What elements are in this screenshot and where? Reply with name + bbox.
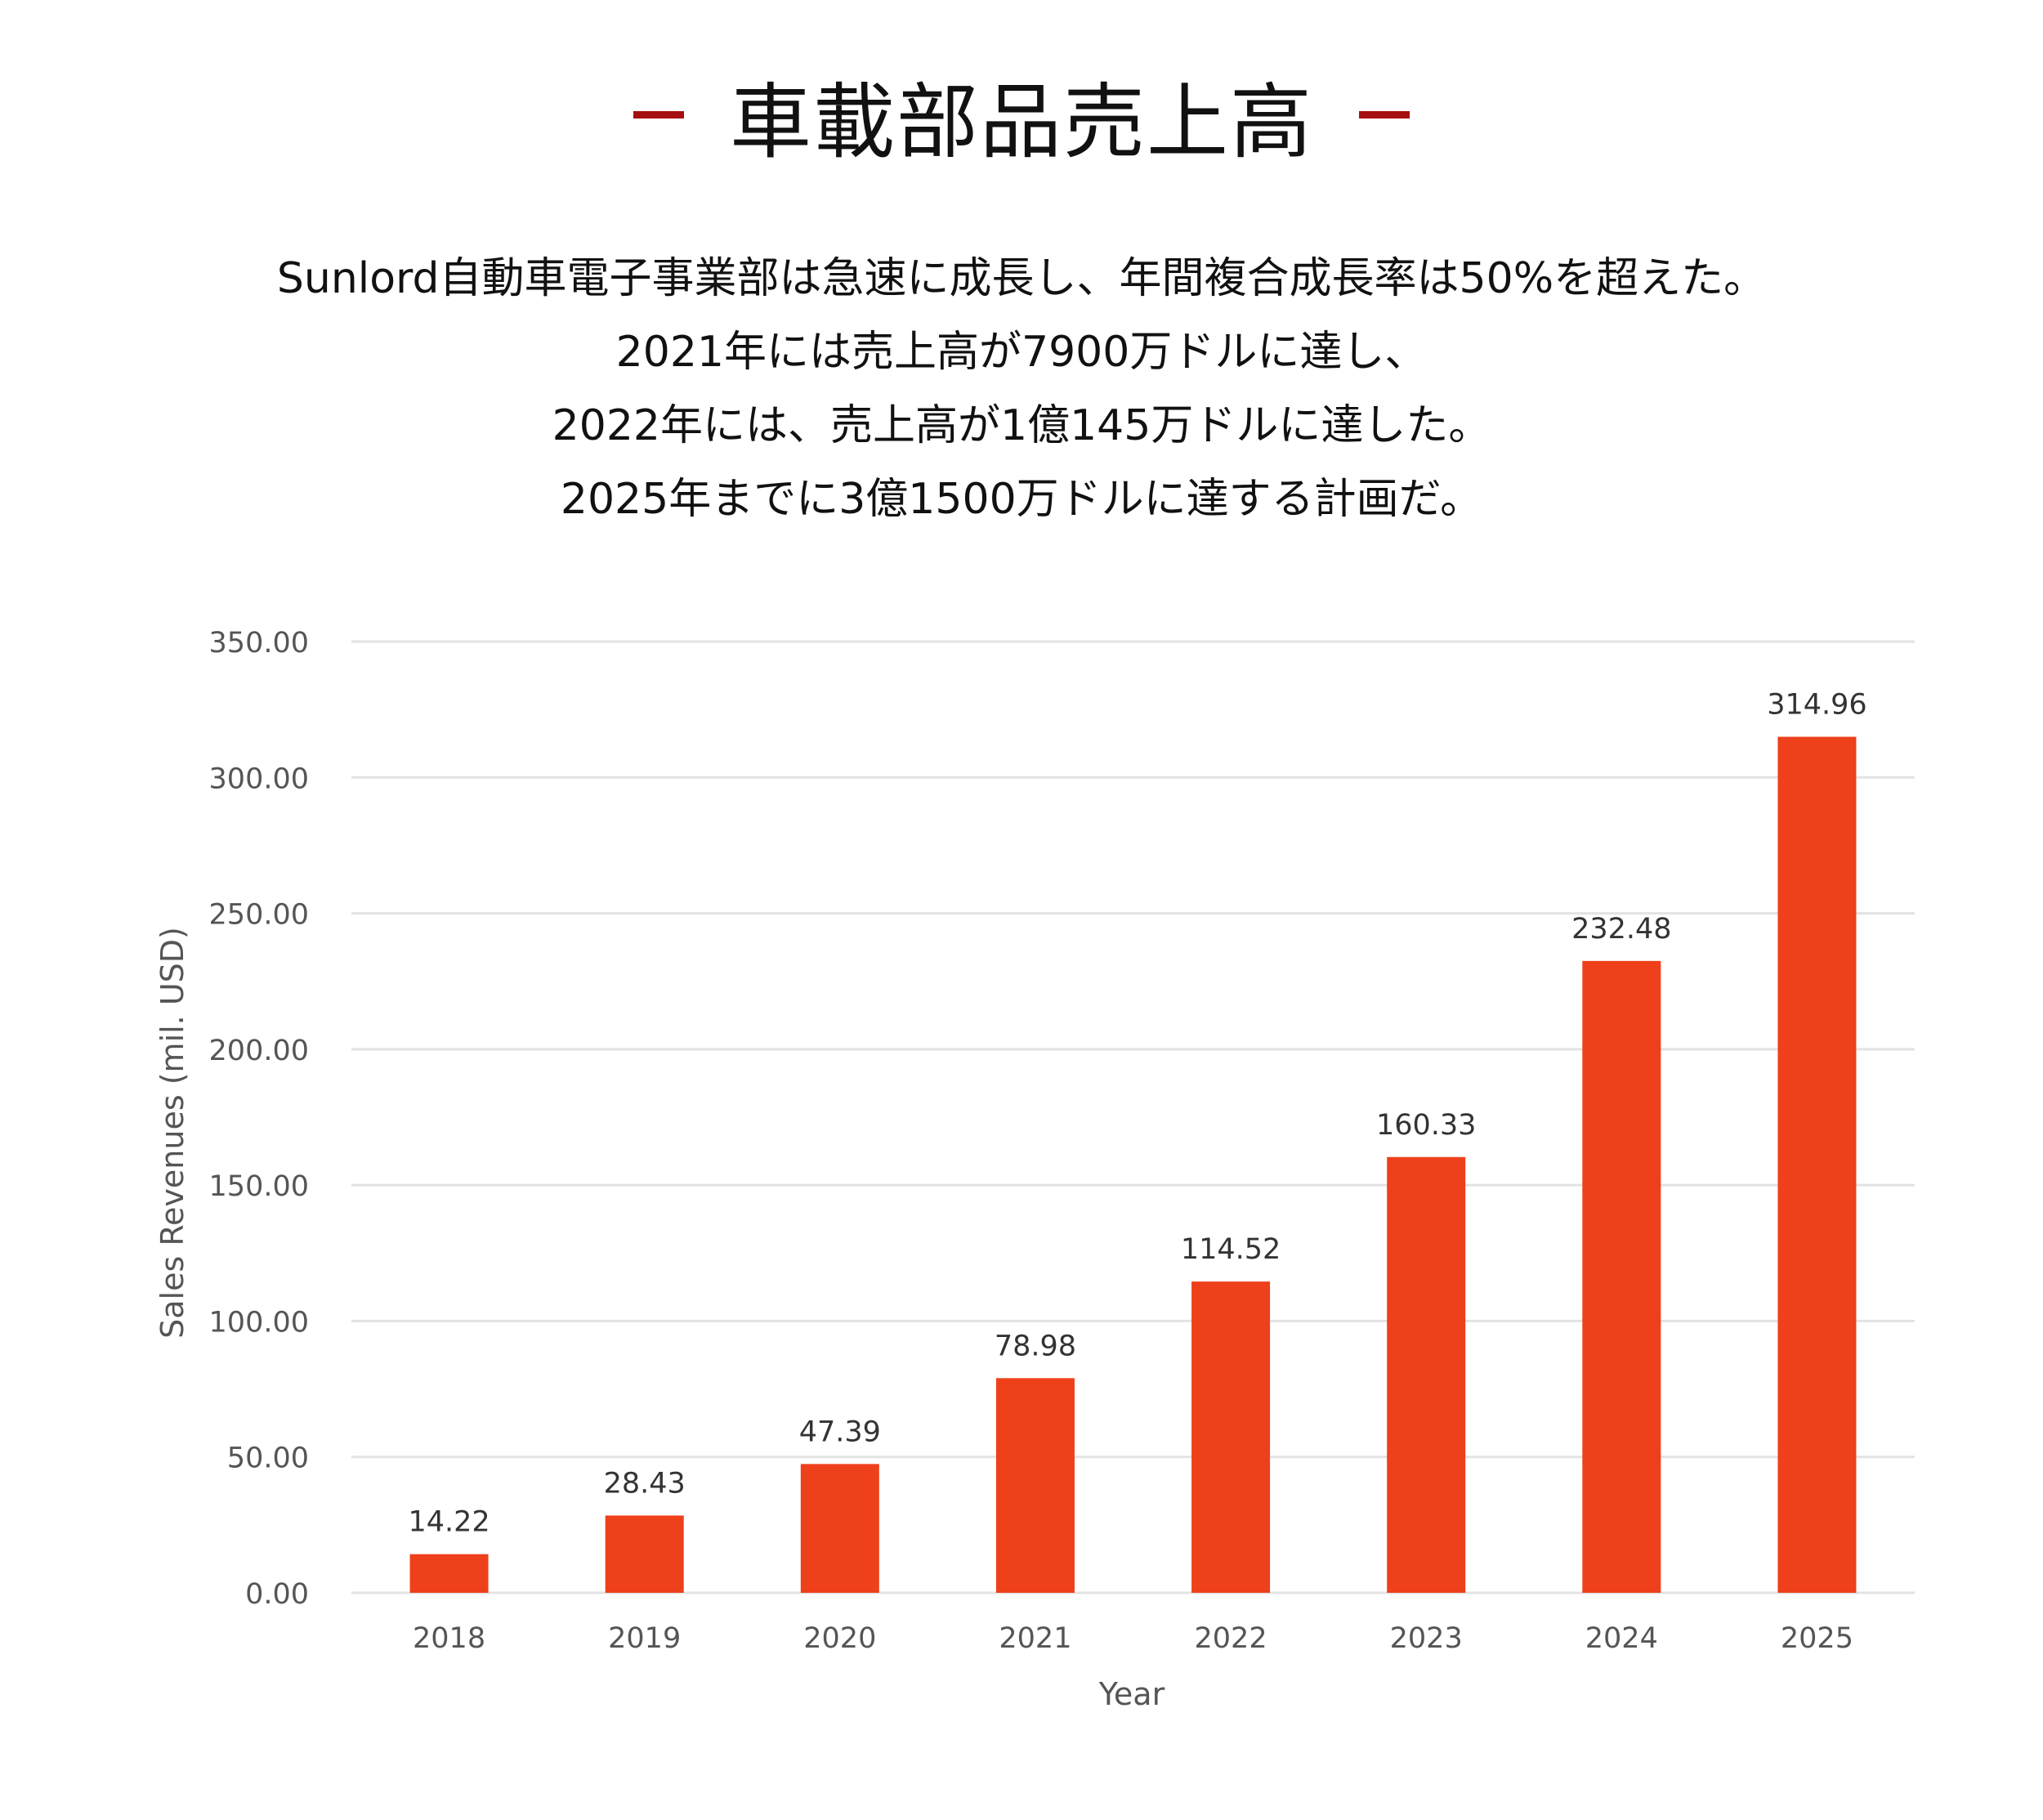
y-tick-label: 100.00 bbox=[209, 1306, 309, 1339]
description-line: 2022年には、売上高が1億145万ドルに達した。 bbox=[552, 401, 1491, 450]
bar bbox=[995, 1378, 1075, 1593]
bar bbox=[800, 1464, 879, 1593]
bar bbox=[1582, 960, 1661, 1593]
description-line: 2025年までに3億1500万ドルに達する計画だ。 bbox=[560, 475, 1483, 524]
y-tick-label: 200.00 bbox=[209, 1035, 309, 1067]
bar bbox=[1191, 1281, 1271, 1593]
y-tick-label: 250.00 bbox=[209, 899, 309, 932]
bar bbox=[1777, 736, 1857, 1594]
x-axis-label: Year bbox=[1098, 1676, 1165, 1712]
bar bbox=[1387, 1156, 1466, 1593]
y-tick-label: 0.00 bbox=[245, 1578, 309, 1611]
description: Sunlord自動車電子事業部は急速に成長し、年間複合成長率は50%を超えた。 … bbox=[0, 242, 2043, 536]
x-tick-label: 2018 bbox=[413, 1622, 485, 1655]
x-tick-label: 2023 bbox=[1390, 1622, 1463, 1655]
description-line: Sunlord自動車電子事業部は急速に成長し、年間複合成長率は50%を超えた。 bbox=[276, 254, 1767, 303]
bar bbox=[605, 1515, 684, 1593]
data-label: 232.48 bbox=[1571, 913, 1671, 946]
title-dash-left bbox=[633, 111, 684, 119]
page-title: 車載部品売上高 bbox=[730, 74, 1313, 170]
y-tick-label: 300.00 bbox=[209, 762, 309, 795]
data-label: 160.33 bbox=[1376, 1109, 1476, 1142]
x-tick-label: 2020 bbox=[803, 1622, 876, 1655]
title-dash-right bbox=[1359, 111, 1410, 119]
y-tick-label: 50.00 bbox=[227, 1442, 309, 1475]
data-label: 114.52 bbox=[1181, 1233, 1281, 1266]
data-label: 314.96 bbox=[1767, 689, 1866, 722]
description-line: 2021年には売上高が7900万ドルに達し、 bbox=[615, 328, 1428, 377]
bar bbox=[409, 1554, 489, 1593]
data-label: 14.22 bbox=[408, 1506, 490, 1539]
x-tick-label: 2022 bbox=[1195, 1622, 1267, 1655]
data-label: 47.39 bbox=[799, 1415, 881, 1448]
x-tick-label: 2019 bbox=[608, 1622, 681, 1655]
x-tick-label: 2024 bbox=[1585, 1622, 1658, 1655]
y-tick-label: 350.00 bbox=[209, 627, 309, 660]
x-tick-label: 2025 bbox=[1781, 1622, 1853, 1655]
y-tick-label: 150.00 bbox=[209, 1170, 309, 1203]
data-label: 28.43 bbox=[604, 1467, 686, 1500]
y-axis-label: Sales Revenues (mil. USD) bbox=[154, 927, 190, 1339]
chart-header: 車載部品売上高 bbox=[0, 56, 2043, 174]
x-tick-label: 2021 bbox=[999, 1622, 1071, 1655]
data-label: 78.98 bbox=[995, 1330, 1076, 1362]
